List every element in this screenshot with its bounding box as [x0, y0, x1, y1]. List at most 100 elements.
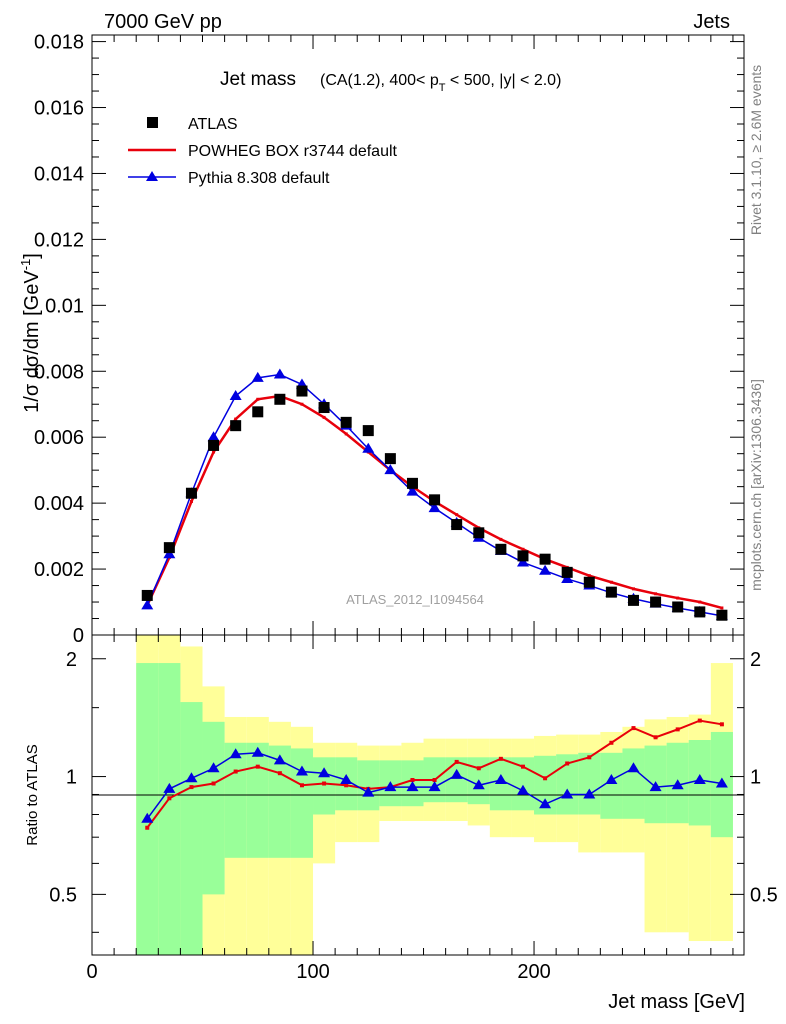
ratio-powheg-point	[609, 740, 614, 745]
atlas-data-point	[252, 406, 264, 418]
atlas-data-point	[230, 420, 242, 432]
main-y-tick-label: 0.014	[34, 163, 84, 185]
main-y-tick-label: 0.002	[34, 559, 84, 581]
legend-powheg-label: POWHEG BOX r3744 default	[188, 143, 398, 160]
main-y-tick-label: 0.006	[34, 427, 84, 449]
ratio-pythia-point	[627, 762, 640, 773]
pythia-point	[141, 599, 154, 610]
atlas-data-point	[208, 439, 220, 451]
ratio-powheg-point	[344, 783, 349, 788]
atlas-data-point	[406, 477, 418, 489]
powheg-point	[256, 397, 260, 401]
ratio-inner-band-bin	[268, 745, 291, 858]
atlas-data-point	[318, 402, 330, 414]
ratio-pythia-point	[295, 765, 308, 776]
ratio-pythia-point	[362, 786, 375, 797]
ratio-pythia-point	[185, 772, 198, 783]
atlas-data-point	[473, 527, 485, 539]
atlas-data-point	[141, 589, 153, 601]
ratio-pythia-point	[671, 779, 684, 790]
atlas-data-point	[495, 543, 507, 555]
ratio-inner-band-bin	[357, 760, 380, 811]
atlas-data-point	[384, 453, 396, 465]
x-axis-label: Jet mass [GeV]	[608, 991, 745, 1013]
ratio-inner-band-bin	[534, 755, 557, 815]
ratio-powheg-point	[454, 759, 459, 764]
ratio-plot-frame	[91, 634, 745, 956]
ratio-powheg-point	[719, 722, 724, 727]
x-tick-label: 0	[86, 961, 97, 983]
ratio-powheg-point	[565, 761, 570, 766]
ratio-powheg-point	[697, 718, 702, 723]
ratio-powheg-point	[167, 796, 172, 801]
ratio-powheg-point	[520, 764, 525, 769]
atlas-data-point	[429, 494, 441, 506]
powheg-point	[654, 592, 658, 596]
atlas-data-point	[163, 542, 175, 554]
powheg-point	[720, 606, 724, 610]
ratio-powheg-point	[498, 756, 503, 761]
mcplots-label: mcplots.cern.ch [arXiv:1306.3436]	[748, 379, 764, 591]
ratio-pythia-point	[605, 773, 618, 784]
main-y-tick-label: 0.012	[34, 229, 84, 251]
ratio-pythia-point	[251, 746, 264, 757]
powheg-point	[631, 587, 635, 591]
ratio-inner-band-bin	[136, 663, 159, 955]
ratio-plot-panel: 0 100 200 0.5 0.5 1 1 2 2	[49, 634, 778, 983]
ratio-pythia-point	[273, 754, 286, 765]
atlas-data-point	[451, 519, 463, 531]
ratio-pythia-point	[472, 779, 485, 790]
plot-title-group: Jet mass (CA(1.2), 400< pT < 500, |y| < …	[220, 69, 561, 94]
powheg-point	[300, 402, 304, 406]
atlas-data-point	[583, 576, 595, 588]
ratio-inner-band-bin	[313, 757, 336, 815]
ratio-pythia-point	[141, 812, 154, 823]
powheg-point	[587, 574, 591, 578]
powheg-point	[234, 417, 238, 421]
ratio-powheg-point	[675, 727, 680, 732]
ratio-pythia-point	[693, 773, 706, 784]
atlas-data-point	[362, 425, 374, 437]
ratio-powheg-point	[299, 783, 304, 788]
atlas-data-point	[672, 601, 684, 613]
main-y-tick-label: 0	[73, 625, 84, 647]
ratio-powheg-point	[410, 777, 415, 782]
atlas-data-point	[605, 586, 617, 598]
ratio-inner-band-bin	[622, 748, 645, 819]
powheg-point	[344, 432, 348, 436]
ratio-pythia-point	[406, 781, 419, 792]
ratio-powheg-point	[255, 764, 260, 769]
pythia-point	[561, 572, 574, 583]
atlas-data-point	[561, 566, 573, 578]
ratio-pythia-point	[163, 782, 176, 793]
ratio-inner-band-bin	[180, 702, 203, 955]
ratio-y-tick-label: 2	[66, 649, 77, 671]
ratio-powheg-point	[322, 781, 327, 786]
powheg-point	[521, 547, 525, 551]
pythia-point	[516, 556, 529, 567]
ratio-pythia-point	[450, 768, 463, 779]
ratio-pythia-point	[516, 784, 529, 795]
ratio-inner-band-bin	[158, 663, 181, 955]
atlas-data-point	[517, 550, 529, 562]
ratio-pythia-point	[384, 781, 397, 792]
atlas-data-point	[650, 596, 662, 608]
powheg-point	[189, 499, 193, 503]
legend: ATLAS POWHEG BOX r3744 default Pythia 8.…	[128, 116, 398, 187]
ratio-powheg-point	[145, 825, 150, 830]
atlas-data-point	[296, 385, 308, 397]
ratio-inner-band-bin	[578, 752, 601, 815]
ratio-pythia-point	[318, 767, 331, 778]
pythia-point	[251, 371, 264, 382]
x-tick-label: 200	[517, 961, 550, 983]
ratio-powheg-point	[653, 735, 658, 740]
ratio-pythia-point	[428, 781, 441, 792]
legend-pythia-marker	[146, 171, 158, 181]
ratio-y-tick-label-right: 2	[750, 649, 761, 671]
ratio-pythia-point	[229, 748, 242, 759]
pythia-point	[273, 368, 286, 379]
plot-title: Jet mass	[220, 69, 296, 90]
main-plot-panel: 0 0.002 0.004 0.006 0.008 0.01 0.012 0.014 0.016…	[34, 32, 745, 647]
ratio-inner-band-bin	[556, 754, 579, 815]
